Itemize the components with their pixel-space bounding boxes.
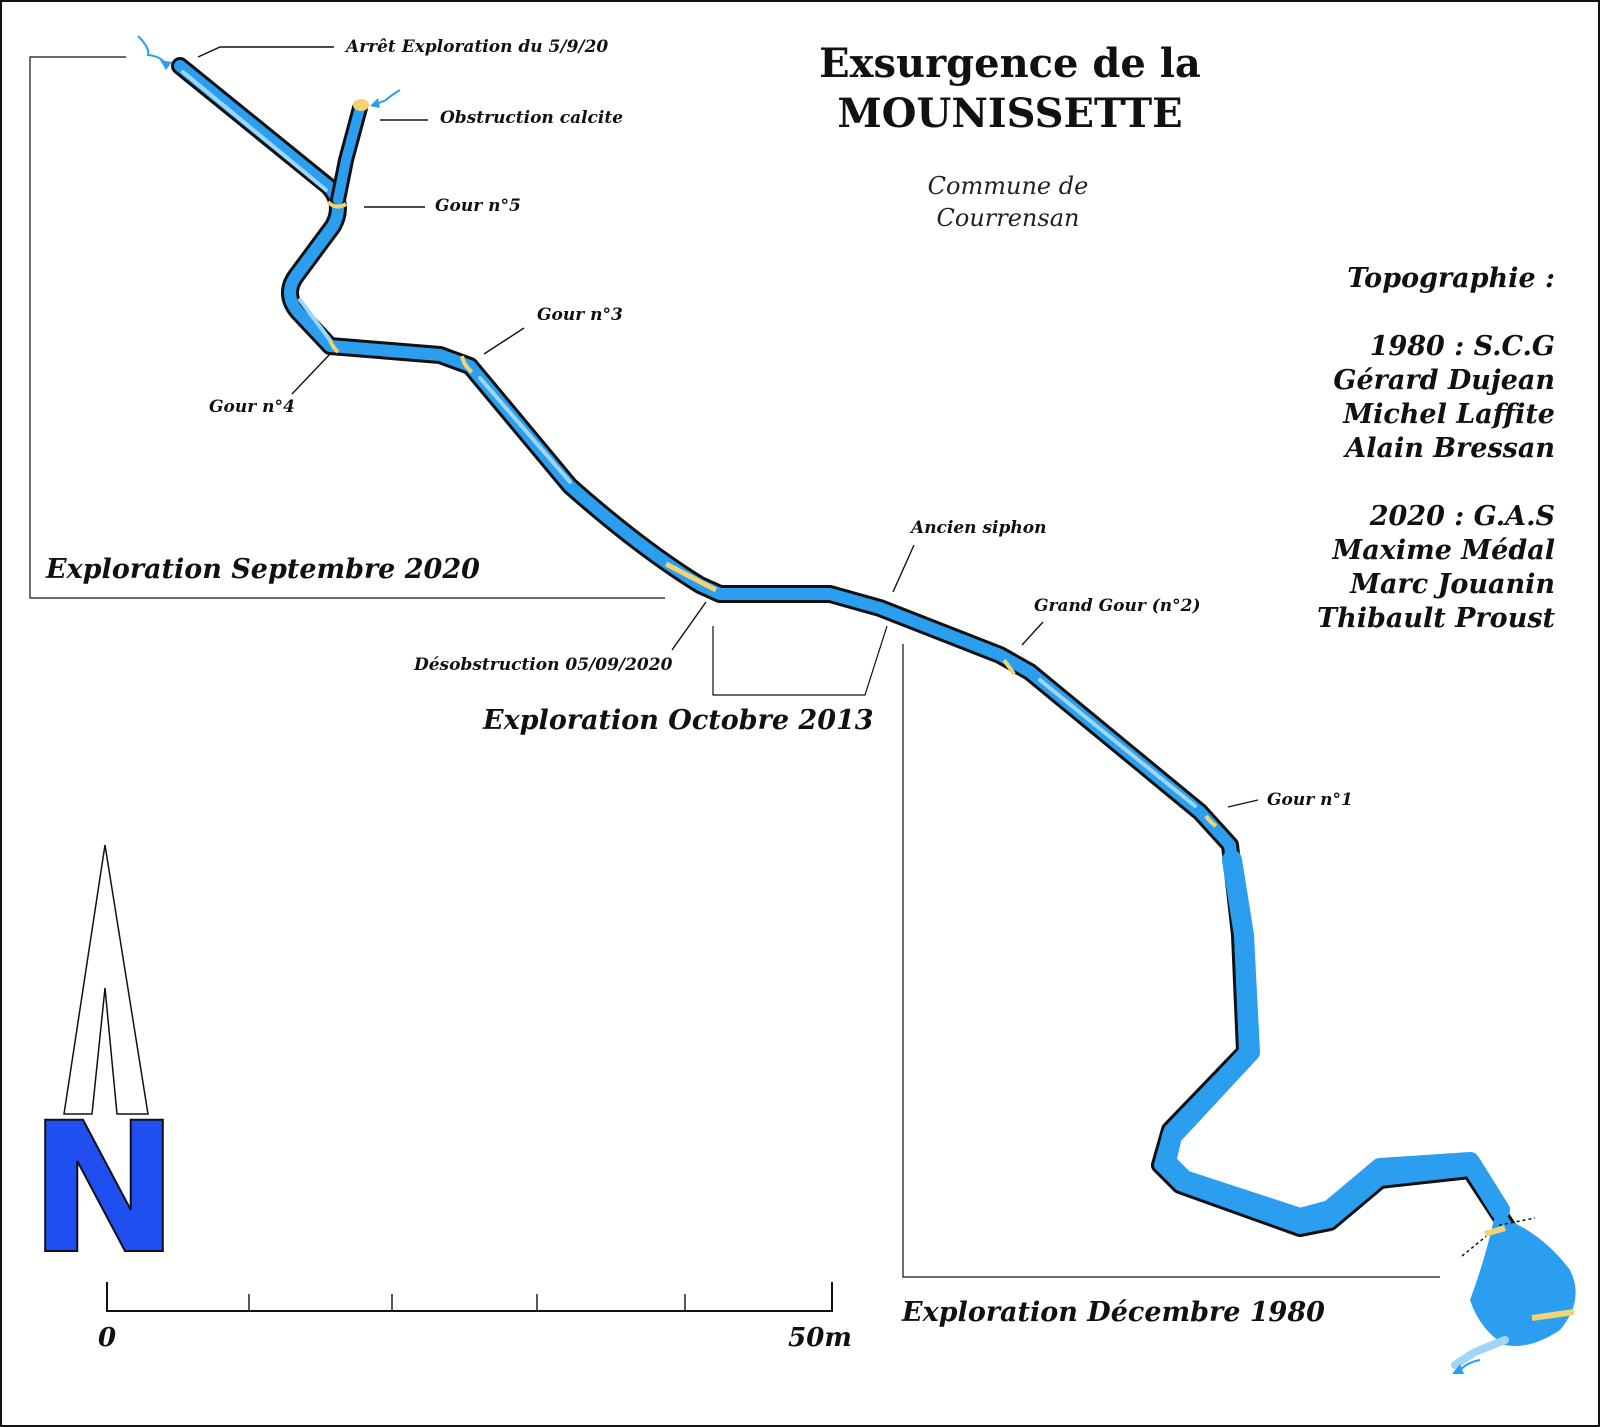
gour-5-marker bbox=[326, 200, 348, 209]
leader-grand-gour bbox=[1021, 621, 1044, 646]
label-gour-3: Gour n°3 bbox=[537, 305, 623, 325]
gallery-water bbox=[174, 60, 1514, 1234]
pool-gour-marker bbox=[1531, 1309, 1575, 1321]
cave-gallery bbox=[171, 57, 1576, 1369]
gallery-outline bbox=[171, 57, 1517, 1237]
obstruction-marker bbox=[353, 99, 369, 111]
flow-arrows bbox=[137, 35, 1481, 1374]
team-1980-member: Michel Laffite bbox=[1342, 399, 1555, 430]
gour-3-marker bbox=[460, 355, 474, 374]
scale-start-label: 0 bbox=[98, 1323, 116, 1353]
gour-4-marker bbox=[328, 339, 340, 354]
scale-end-label: 50m bbox=[788, 1323, 852, 1353]
team-1980-label: 1980 : S.C.G bbox=[1370, 331, 1555, 362]
topography-heading: Topographie : bbox=[1347, 263, 1555, 294]
label-desobstruction: Désobstruction 05/09/2020 bbox=[413, 655, 673, 675]
flow-arrow-icon bbox=[370, 98, 380, 108]
side-branch-water bbox=[333, 103, 365, 205]
commune-line-1: Commune de bbox=[928, 172, 1089, 200]
pool-gour-marker bbox=[1484, 1225, 1506, 1237]
scale-bar-line bbox=[106, 1282, 833, 1312]
north-arrow-icon bbox=[63, 844, 149, 1115]
desobstruction-marker bbox=[664, 561, 718, 593]
label-gour-5: Gour n°5 bbox=[435, 196, 521, 216]
team-2020-member: Thibault Proust bbox=[1317, 603, 1555, 634]
topography-credits: Topographie : 1980 : S.C.G Gérard Dujean… bbox=[1317, 263, 1555, 634]
gour-1-marker bbox=[1204, 814, 1218, 828]
label-gour-1: Gour n°1 bbox=[1267, 790, 1353, 810]
commune-line-2: Courrensan bbox=[937, 204, 1080, 232]
label-arret-exploration: Arrêt Exploration du 5/9/20 bbox=[344, 37, 608, 57]
title-line-1: Exsurgence de la bbox=[819, 40, 1201, 87]
leader-ancien-siphon bbox=[892, 544, 915, 593]
cliff-edge bbox=[1461, 1217, 1536, 1257]
bracket-oct-2013 bbox=[712, 625, 888, 696]
leader-gour-4 bbox=[291, 353, 331, 395]
flow-arrow-icon bbox=[137, 35, 167, 65]
team-1980-member: Gérard Dujean bbox=[1333, 365, 1555, 396]
gour-2-marker bbox=[1002, 658, 1016, 676]
gallery-water-highlight bbox=[181, 70, 1197, 808]
label-grand-gour: Grand Gour (n°2) bbox=[1034, 596, 1201, 616]
team-2020-member: Maxime Médal bbox=[1331, 535, 1555, 566]
flow-arrow-icon bbox=[375, 89, 401, 105]
scale-bar: 0 50m bbox=[98, 1282, 852, 1353]
gallery-water-wide bbox=[1156, 850, 1510, 1228]
outflow-stream bbox=[1451, 1336, 1509, 1369]
flow-arrow-icon bbox=[160, 60, 172, 70]
title-line-2: MOUNISSETTE bbox=[837, 90, 1182, 137]
bracket-sept-2020 bbox=[29, 56, 665, 599]
label-ancien-siphon: Ancien siphon bbox=[909, 518, 1046, 538]
leader-desobstruction bbox=[671, 601, 707, 651]
gours bbox=[326, 99, 1575, 1321]
north-letter: N bbox=[29, 1085, 180, 1294]
flow-arrow-icon bbox=[1452, 1364, 1464, 1374]
leader-gour-1 bbox=[1227, 799, 1259, 808]
team-1980-member: Alain Bressan bbox=[1342, 433, 1555, 464]
leader-gour-3 bbox=[483, 327, 525, 355]
leader-arret bbox=[197, 46, 334, 58]
bracket-dec-1980 bbox=[902, 644, 1440, 1278]
zone-label-oct-2013: Exploration Octobre 2013 bbox=[482, 705, 874, 736]
north-arrow: N bbox=[28, 844, 180, 1295]
team-2020-label: 2020 : G.A.S bbox=[1369, 501, 1555, 532]
team-2020-member: Marc Jouanin bbox=[1349, 569, 1555, 600]
label-obstruction-calcite: Obstruction calcite bbox=[440, 108, 623, 128]
zone-label-sept-2020: Exploration Septembre 2020 bbox=[45, 554, 480, 585]
zone-label-dec-1980: Exploration Décembre 1980 bbox=[901, 1297, 1325, 1328]
label-gour-4: Gour n°4 bbox=[209, 397, 295, 417]
